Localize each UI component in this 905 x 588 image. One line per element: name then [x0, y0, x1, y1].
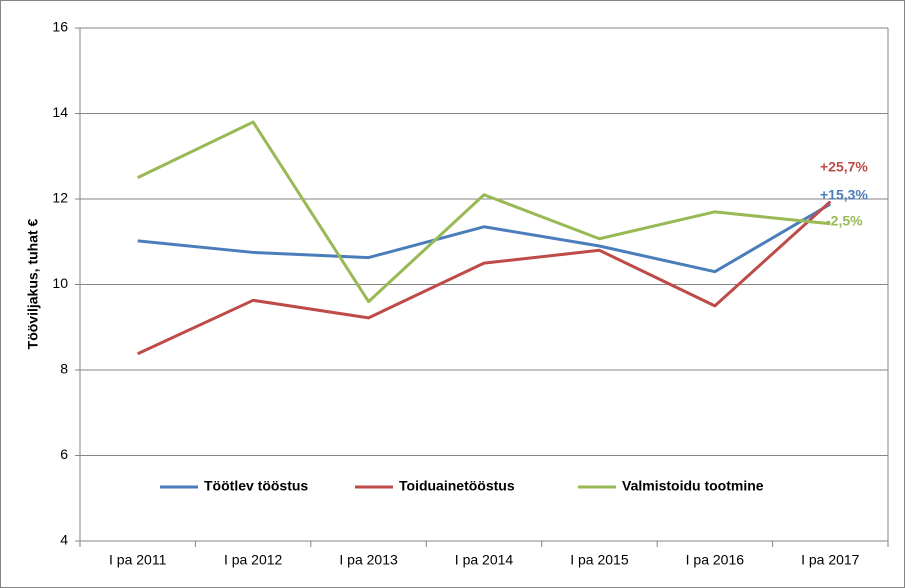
x-tick-label: I pa 2016	[686, 552, 745, 568]
y-tick-label: 8	[60, 361, 68, 377]
y-axis-label: Tööviljakus, tuhat €	[25, 218, 41, 349]
series-line	[137, 120, 831, 304]
annotation: -2,5%	[826, 213, 863, 229]
legend-label: Valmistoidu tootmine	[622, 478, 764, 494]
annotation: +25,7%	[820, 159, 868, 175]
y-tick-label: 14	[52, 104, 68, 120]
series-line	[137, 202, 832, 274]
y-tick-label: 12	[52, 190, 68, 206]
x-tick-label: I pa 2011	[109, 552, 167, 568]
y-tick-label: 10	[52, 275, 68, 291]
annotation: +15,3%	[820, 187, 868, 203]
legend-label: Töötlev tööstus	[204, 478, 308, 494]
x-tick-label: I pa 2017	[801, 552, 860, 568]
y-tick-label: 16	[52, 19, 68, 35]
x-tick-label: I pa 2014	[455, 552, 514, 568]
legend-label: Toiduainetööstus	[399, 478, 515, 494]
x-tick-label: I pa 2013	[339, 552, 398, 568]
y-tick-label: 6	[60, 446, 68, 462]
series-line	[137, 200, 832, 356]
y-tick-label: 4	[60, 532, 68, 548]
x-tick-label: I pa 2012	[224, 552, 283, 568]
x-tick-label: I pa 2015	[570, 552, 629, 568]
